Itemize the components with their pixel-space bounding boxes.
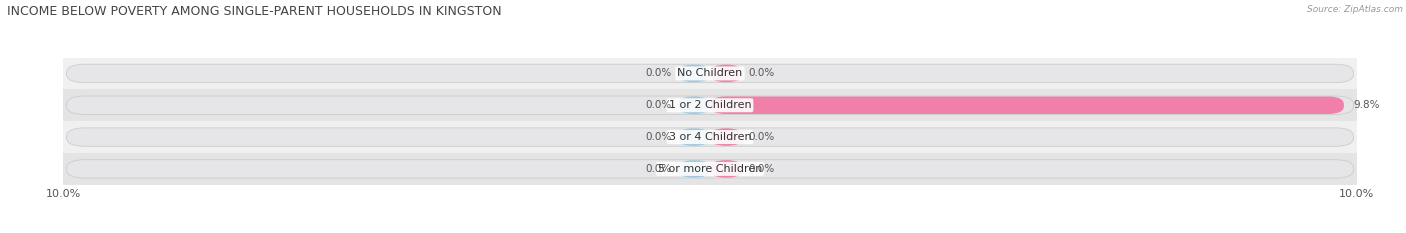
FancyBboxPatch shape xyxy=(710,96,1344,114)
Bar xyxy=(63,121,1357,153)
Text: 0.0%: 0.0% xyxy=(749,164,775,174)
Text: INCOME BELOW POVERTY AMONG SINGLE-PARENT HOUSEHOLDS IN KINGSTON: INCOME BELOW POVERTY AMONG SINGLE-PARENT… xyxy=(7,5,502,18)
FancyBboxPatch shape xyxy=(66,96,1354,114)
FancyBboxPatch shape xyxy=(66,160,1354,178)
Bar xyxy=(63,153,1357,185)
Text: Source: ZipAtlas.com: Source: ZipAtlas.com xyxy=(1308,5,1403,14)
Text: No Children: No Children xyxy=(678,69,742,79)
Text: 0.0%: 0.0% xyxy=(749,132,775,142)
Text: 0.0%: 0.0% xyxy=(645,132,671,142)
Text: 1 or 2 Children: 1 or 2 Children xyxy=(669,100,751,110)
Text: 3 or 4 Children: 3 or 4 Children xyxy=(669,132,751,142)
FancyBboxPatch shape xyxy=(710,65,742,82)
FancyBboxPatch shape xyxy=(678,128,710,146)
Text: 5 or more Children: 5 or more Children xyxy=(658,164,762,174)
FancyBboxPatch shape xyxy=(678,160,710,178)
Bar xyxy=(63,58,1357,89)
Text: 0.0%: 0.0% xyxy=(645,164,671,174)
FancyBboxPatch shape xyxy=(678,65,710,82)
Text: 0.0%: 0.0% xyxy=(645,100,671,110)
FancyBboxPatch shape xyxy=(710,128,742,146)
FancyBboxPatch shape xyxy=(66,128,1354,146)
FancyBboxPatch shape xyxy=(66,64,1354,83)
FancyBboxPatch shape xyxy=(678,96,710,114)
Text: 0.0%: 0.0% xyxy=(645,69,671,79)
Text: 0.0%: 0.0% xyxy=(749,69,775,79)
FancyBboxPatch shape xyxy=(710,160,742,178)
Text: 9.8%: 9.8% xyxy=(1354,100,1381,110)
Bar xyxy=(63,89,1357,121)
